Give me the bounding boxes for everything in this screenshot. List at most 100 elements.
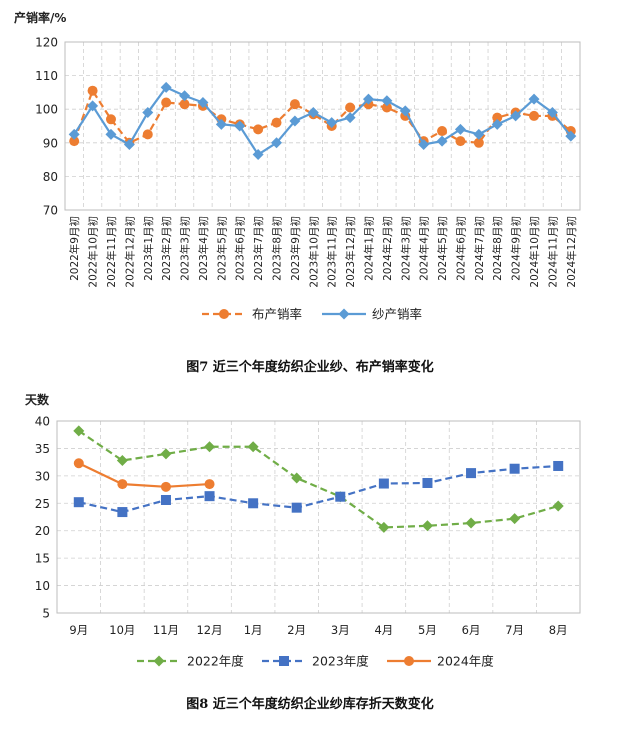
y-tick-label: 5 [42, 607, 50, 621]
data-point [335, 491, 346, 502]
data-point [465, 517, 477, 529]
data-point [123, 138, 135, 150]
y-tick-label: 30 [35, 469, 50, 483]
data-point [546, 107, 558, 119]
data-point [422, 477, 433, 488]
data-point [160, 448, 172, 460]
data-point [69, 136, 80, 147]
series-3 [73, 458, 215, 492]
x-tick-label: 2024年10月初 [528, 216, 541, 288]
series-line [78, 462, 210, 488]
x-tick-label: 2022年12月初 [123, 216, 136, 288]
figure-caption: 图8 近三个年度纺织企业纱库存折天数变化 [186, 696, 434, 712]
data-point [326, 117, 338, 129]
x-tick-label: 2023年8月初 [271, 216, 284, 281]
x-tick-label: 2024年5月初 [436, 216, 449, 281]
series-line [78, 464, 559, 514]
x-tick-label: 2023年3月初 [179, 216, 192, 281]
legend-label: 2024年度 [437, 654, 494, 669]
plot-frame [56, 420, 581, 614]
y-tick-label: 110 [35, 69, 58, 83]
y-unit-label: 产销率/% [14, 10, 66, 25]
x-tick-label: 2022年10月初 [87, 216, 100, 288]
legend: 布产销率 纱产销率 [202, 307, 422, 322]
series-2 [73, 460, 564, 518]
x-tick-label: 2023年4月初 [197, 216, 210, 281]
chart-inventory-days: 天数 5 10 15 20 25 30 35 40 9月 10月 11月 12月 1月 2月 3月 4月 5月… [25, 392, 581, 712]
data-point [234, 120, 246, 132]
x-tick-label: 2023年12月初 [344, 216, 357, 288]
legend: 2022年度 2023年度 2024年度 [137, 654, 494, 669]
data-point [399, 105, 411, 117]
x-tick-label: 2023年7月初 [252, 216, 265, 281]
x-tick-label: 6月 [462, 623, 481, 637]
data-point [289, 99, 300, 110]
data-point [378, 478, 389, 489]
legend-marker [153, 655, 165, 667]
data-point [142, 129, 153, 140]
x-tick-label: 12月 [196, 623, 222, 637]
legend-item-1: 布产销率 [202, 307, 302, 322]
data-point [473, 128, 485, 140]
x-tick-label: 2024年4月初 [418, 216, 431, 281]
x-tick-label: 2024年1月初 [362, 216, 375, 281]
data-point [73, 497, 84, 508]
series-line [78, 429, 559, 529]
x-tick-label: 11月 [153, 623, 179, 637]
y-tick-label: 100 [35, 103, 58, 117]
data-point [509, 463, 520, 474]
y-tick-label: 20 [35, 524, 50, 538]
x-tick-label: 2024年9月初 [510, 216, 523, 281]
data-point [362, 93, 374, 105]
y-tick-label: 40 [35, 415, 50, 429]
x-tick-label: 2024年12月初 [565, 216, 578, 288]
x-tick-label: 2024年7月初 [473, 216, 486, 281]
y-tick-label: 15 [35, 552, 50, 566]
x-tick-label: 10月 [109, 623, 135, 637]
data-point [553, 460, 564, 471]
data-point [509, 513, 521, 525]
data-point [204, 479, 215, 490]
data-point [248, 498, 259, 509]
x-tick-label: 9月 [69, 623, 88, 637]
data-point [117, 507, 128, 518]
legend-marker [338, 308, 350, 320]
figure-caption: 图7 近三个年度纺织企业纱、布产销率变化 [186, 359, 434, 375]
data-point [307, 107, 319, 119]
x-tick-label: 2023年5月初 [215, 216, 228, 281]
x-tick-label: 2024年11月初 [546, 216, 559, 288]
data-point [454, 123, 466, 135]
legend-item-2: 2023年度 [262, 654, 369, 669]
data-point [466, 468, 477, 479]
legend-label: 2023年度 [312, 654, 369, 669]
data-point [204, 491, 215, 502]
x-tick-label: 2022年11月初 [105, 216, 118, 288]
legend-label: 2022年度 [187, 654, 244, 669]
series-2 [68, 81, 577, 161]
x-tick-label: 2023年11月初 [326, 216, 339, 288]
data-point [105, 114, 116, 125]
data-point [289, 115, 301, 127]
x-tick-label: 2月 [287, 623, 306, 637]
data-point [161, 97, 172, 108]
data-point [291, 472, 303, 484]
y-tick-label: 120 [35, 36, 58, 50]
y-tick-label: 10 [35, 579, 50, 593]
data-point [528, 93, 540, 105]
x-tick-label: 3月 [331, 623, 350, 637]
x-tick-label: 2023年9月初 [289, 216, 302, 281]
legend-label: 纱产销率 [372, 307, 422, 322]
data-point [197, 96, 209, 108]
x-tick-label: 2024年8月初 [491, 216, 504, 281]
data-point [291, 502, 302, 513]
data-point [253, 124, 264, 135]
legend-item-2: 纱产销率 [322, 307, 422, 322]
data-point [215, 118, 227, 130]
data-point [345, 102, 356, 113]
x-tick-label: 4月 [374, 623, 393, 637]
data-point [142, 107, 154, 119]
x-tick-label: 2024年2月初 [381, 216, 394, 281]
data-point [437, 126, 448, 137]
y-tick-label: 25 [35, 497, 50, 511]
